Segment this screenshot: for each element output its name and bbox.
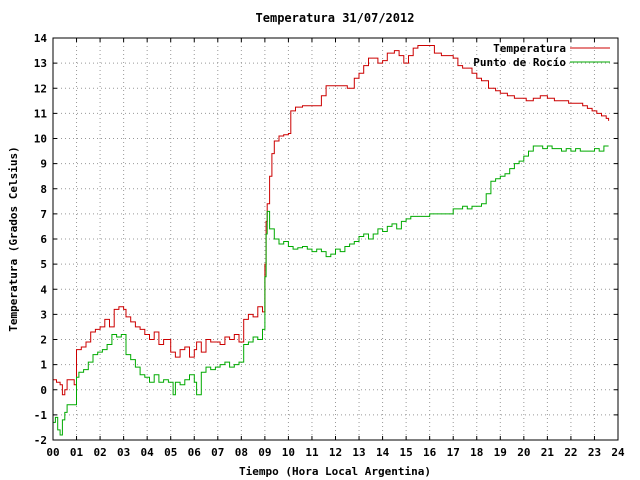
- x-tick-label: 01: [70, 446, 84, 459]
- x-axis-ticks: 00 01 02 03 04 05 06 07 08 09 10 11 12 13 14 15 16 17 18 19…: [46, 38, 625, 459]
- y-tick-label: 0: [40, 384, 47, 397]
- x-tick-label: 14: [376, 446, 390, 459]
- x-tick-label: 12: [329, 446, 342, 459]
- y-tick-label: 11: [34, 107, 48, 120]
- x-tick-label: 09: [258, 446, 271, 459]
- y-tick-label: 2: [40, 334, 47, 347]
- legend: Temperatura Punto de Rocío: [473, 42, 610, 69]
- y-tick-label: 4: [40, 283, 47, 296]
- x-tick-label: 06: [188, 446, 202, 459]
- y-tick-label: 1: [40, 359, 47, 372]
- y-tick-label: 13: [34, 57, 47, 70]
- x-tick-label: 07: [211, 446, 224, 459]
- y-tick-label: -1: [34, 409, 48, 422]
- x-tick-label: 23: [588, 446, 601, 459]
- x-tick-label: 05: [164, 446, 177, 459]
- y-tick-label: 3: [40, 308, 47, 321]
- x-tick-label: 10: [282, 446, 295, 459]
- series-line-punto-de-rocio: [53, 145, 609, 436]
- x-tick-label: 00: [46, 446, 59, 459]
- x-tick-label: 03: [117, 446, 130, 459]
- x-tick-label: 08: [235, 446, 248, 459]
- y-tick-label: 12: [34, 82, 47, 95]
- x-tick-label: 22: [564, 446, 577, 459]
- x-tick-label: 17: [447, 446, 460, 459]
- x-tick-label: 21: [541, 446, 555, 459]
- x-tick-label: 13: [352, 446, 365, 459]
- y-axis-label: Temperatura (Grados Celsius): [7, 146, 20, 331]
- y-tick-label: 9: [40, 158, 47, 171]
- series-line-temperatura: [53, 45, 610, 396]
- x-tick-label: 15: [400, 446, 413, 459]
- chart-title: Temperatura 31/07/2012: [256, 11, 415, 25]
- legend-label-temperatura: Temperatura: [493, 42, 566, 55]
- y-tick-label: -2: [34, 434, 47, 447]
- y-tick-label: 8: [40, 183, 47, 196]
- x-tick-label: 04: [141, 446, 155, 459]
- x-axis-label: Tiempo (Hora Local Argentina): [239, 465, 431, 478]
- x-tick-label: 11: [305, 446, 319, 459]
- y-tick-label: 7: [40, 208, 47, 221]
- x-tick-label: 02: [93, 446, 106, 459]
- x-tick-label: 19: [494, 446, 507, 459]
- x-tick-label: 24: [611, 446, 625, 459]
- y-tick-label: 6: [40, 233, 47, 246]
- series-layer: [53, 45, 610, 436]
- x-tick-label: 18: [470, 446, 483, 459]
- x-tick-label: 16: [423, 446, 437, 459]
- y-tick-label: 10: [34, 133, 47, 146]
- y-tick-label: 14: [34, 32, 48, 45]
- legend-label-punto-de-rocio: Punto de Rocío: [473, 56, 566, 69]
- x-tick-label: 20: [517, 446, 530, 459]
- y-tick-label: 5: [40, 258, 47, 271]
